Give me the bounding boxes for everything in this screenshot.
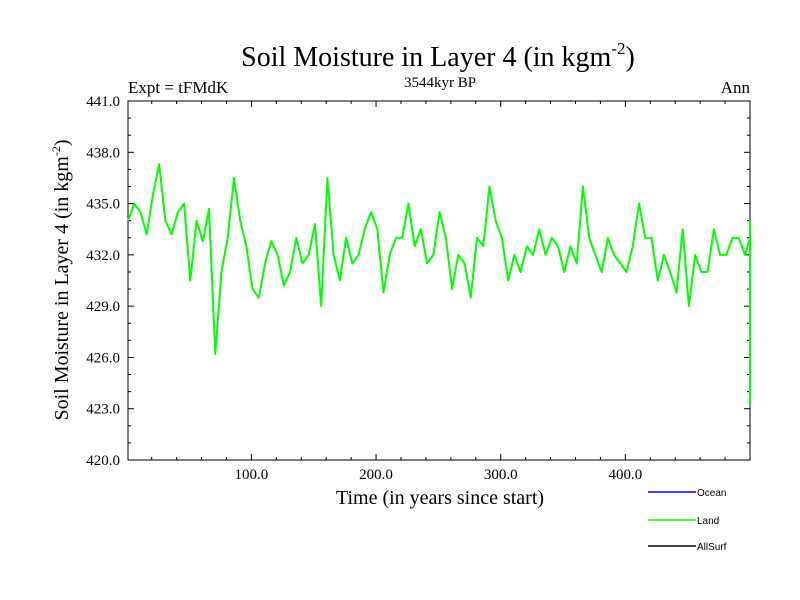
subtitle-center: 3544kyr BP: [404, 75, 476, 91]
y-tick-label: 438.0: [86, 145, 120, 161]
y-axis-label: Soil Moisture in Layer 4 (in kgm-2): [49, 139, 73, 420]
legend-label-ocean: Ocean: [697, 488, 726, 499]
y-axis: 420.0 423.0 426.0 429.0 432.0 435.0 438.0 441.0: [86, 94, 750, 469]
x-tick-label: 100.0: [235, 467, 269, 483]
y-tick-label: 441.0: [86, 94, 120, 110]
subtitle-right: Ann: [721, 78, 751, 97]
y-tick-label: 429.0: [86, 299, 120, 315]
x-axis: 100.0 200.0 300.0 400.0: [151, 101, 726, 483]
y-tick-label: 435.0: [86, 197, 120, 213]
y-tick-label: 426.0: [86, 350, 120, 366]
legend: Ocean Land AllSurf: [648, 488, 727, 553]
x-tick-label: 200.0: [359, 467, 393, 483]
series-line-land: [127, 163, 751, 407]
x-tick-label: 400.0: [608, 467, 642, 483]
x-tick-label: 300.0: [484, 467, 518, 483]
y-tick-label: 420.0: [86, 453, 120, 469]
legend-label-allsurf: AllSurf: [697, 542, 727, 553]
subtitle-left: Expt = tFMdK: [128, 78, 229, 97]
x-axis-label: Time (in years since start): [336, 487, 544, 509]
legend-label-land: Land: [697, 516, 719, 527]
y-tick-label: 432.0: [86, 248, 120, 264]
y-tick-label: 423.0: [86, 402, 120, 418]
chart-title: Soil Moisture in Layer 4 (in kgm-2): [241, 39, 635, 73]
